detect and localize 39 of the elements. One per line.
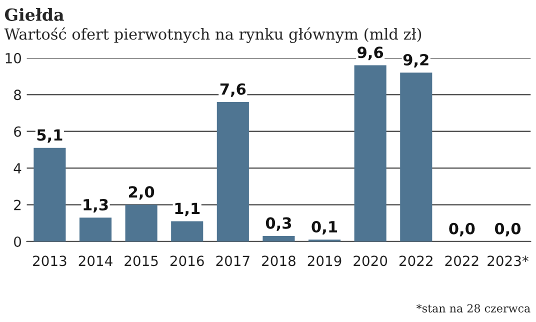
bar: [354, 65, 386, 242]
chart-title: Giełda: [4, 8, 64, 21]
data-label: 0,1: [312, 220, 338, 234]
data-label: 5,1: [37, 129, 62, 143]
y-tick-label: 0: [14, 236, 22, 247]
bar: [125, 204, 158, 242]
x-tick-label: 2022: [445, 256, 478, 266]
y-tick-label: 10: [6, 52, 22, 64]
text: *stan na 28 czerwca: [416, 304, 530, 312]
chart-subtitle: Wartość ofert pierwotnych na rynku głównym (mld zł): [4, 27, 422, 43]
y-tick-label: 4: [14, 163, 22, 174]
data-label: 0,3: [266, 217, 292, 231]
x-tick-label: 2020: [354, 256, 388, 266]
y-tick-label: 6: [14, 126, 22, 137]
y-tick-label: 2: [14, 200, 21, 210]
data-label: 9,6: [358, 46, 384, 60]
x-tick-label: 2022: [399, 256, 432, 266]
bar: [262, 236, 295, 242]
y-tick-label: 8: [14, 90, 21, 100]
data-label: 2,0: [128, 186, 154, 200]
data-label: 1,1: [175, 202, 200, 216]
data-label: 9,2: [403, 54, 428, 68]
data-label: 1,3: [84, 198, 108, 212]
bar: [400, 72, 432, 242]
x-tick-label: 2019: [308, 256, 342, 266]
x-tick-label: 2015: [124, 256, 158, 266]
x-tick-label: 2013: [33, 256, 66, 266]
x-tick-label: 2017: [216, 256, 250, 266]
bar: [79, 218, 112, 242]
x-tick-label: 2014: [78, 256, 112, 266]
x-tick-label: 2016: [170, 256, 204, 266]
data-label: 0,0: [449, 222, 475, 236]
x-tick-label: 2023*: [488, 256, 528, 266]
data-label: 7,6: [220, 83, 246, 97]
x-tick-label: 2018: [262, 256, 296, 266]
bar: [216, 102, 249, 242]
data-label: 0,0: [494, 222, 521, 236]
bar: [34, 148, 66, 242]
bar: [171, 221, 204, 242]
